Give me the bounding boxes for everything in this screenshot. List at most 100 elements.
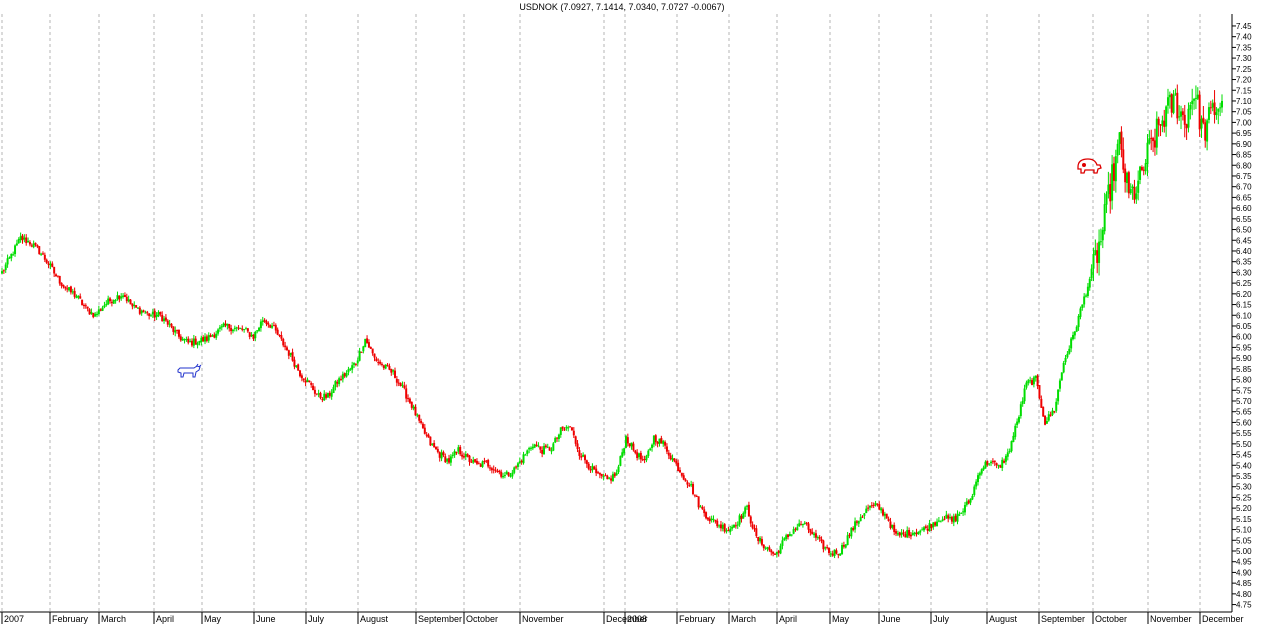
candle-body	[1094, 250, 1097, 255]
candle	[572, 427, 575, 438]
candle	[1221, 94, 1223, 113]
candle	[557, 433, 560, 442]
candle	[619, 455, 622, 467]
candle-body	[23, 237, 26, 240]
candle	[719, 520, 722, 532]
chart-title: USDNOK (7.0927, 7.1414, 7.0340, 7.0727 -…	[519, 2, 724, 12]
candle	[528, 446, 531, 454]
candle-body	[528, 448, 531, 450]
candle-body	[1120, 131, 1123, 150]
candle-body	[805, 522, 808, 524]
candle	[507, 471, 510, 477]
candle-body	[891, 524, 894, 528]
candle	[820, 536, 823, 544]
candle	[829, 550, 832, 558]
candle-body	[943, 518, 946, 520]
candle	[1124, 163, 1127, 193]
candle	[1116, 139, 1119, 164]
candle-body	[449, 456, 452, 463]
candle-body	[10, 253, 13, 259]
candle-body	[543, 446, 546, 455]
candle-body	[1202, 117, 1205, 123]
candle	[1200, 115, 1203, 138]
candle-body	[574, 436, 577, 444]
candle-body	[28, 241, 31, 245]
candle-body	[407, 398, 410, 400]
candle-body	[902, 532, 905, 534]
candle-body	[364, 338, 367, 348]
candle-body	[559, 427, 562, 435]
candle-body	[1146, 142, 1149, 164]
candle	[339, 375, 342, 381]
candle-body	[138, 307, 141, 314]
candle-body	[1215, 112, 1218, 116]
candle	[218, 324, 221, 332]
candle-body	[1148, 138, 1151, 144]
candle	[1133, 179, 1136, 204]
candle	[1092, 247, 1095, 282]
candle	[291, 348, 294, 362]
candle	[833, 549, 836, 559]
candle-body	[166, 320, 169, 325]
candle-body	[611, 474, 614, 482]
candle	[561, 426, 564, 432]
candle-body	[1075, 326, 1078, 332]
price-tick-label: 6.60	[1236, 204, 1252, 213]
candle	[1008, 448, 1011, 454]
candle-body	[30, 245, 33, 247]
candle-body	[69, 286, 72, 293]
candle-body	[749, 516, 752, 524]
candle	[800, 520, 803, 526]
candle	[623, 447, 626, 456]
candle	[69, 285, 72, 295]
candle-body	[509, 475, 512, 477]
candle	[38, 246, 41, 255]
candle	[787, 534, 790, 540]
candle	[1174, 88, 1177, 96]
candle	[1129, 183, 1132, 195]
candle-body	[816, 537, 819, 539]
candle	[1194, 85, 1197, 110]
candle-body	[448, 458, 451, 463]
candle	[187, 336, 190, 345]
candle-body	[703, 509, 706, 514]
candle-body	[1096, 250, 1099, 263]
candle	[60, 282, 63, 289]
month-label: 2008	[627, 614, 647, 624]
candle	[945, 510, 948, 519]
candle	[138, 306, 141, 316]
candle-body	[194, 338, 197, 345]
candle	[867, 504, 870, 512]
candle-body	[921, 529, 924, 531]
price-tick-label: 5.05	[1236, 536, 1252, 545]
bull-icon	[177, 363, 202, 378]
candle	[855, 519, 858, 526]
candle	[552, 441, 555, 452]
candle-body	[990, 461, 993, 464]
candle	[693, 494, 696, 498]
candle-body	[813, 533, 816, 536]
candle-body	[867, 507, 870, 509]
candle	[369, 346, 372, 349]
candle-body	[494, 469, 497, 471]
candle-body	[284, 345, 287, 348]
candle-body	[120, 296, 123, 299]
candle	[384, 364, 387, 370]
candle-body	[878, 504, 881, 510]
candle	[179, 334, 182, 342]
candle-body	[656, 442, 659, 444]
candle-body	[95, 313, 98, 315]
candle	[21, 234, 24, 244]
candle	[382, 364, 385, 370]
candle-body	[827, 547, 830, 554]
candle	[228, 323, 231, 332]
candle	[695, 494, 698, 497]
candle-body	[507, 472, 510, 476]
candle-body	[882, 509, 885, 516]
candle	[878, 501, 881, 511]
candle	[667, 449, 670, 460]
candle-body	[706, 517, 709, 520]
price-tick-label: 6.90	[1236, 140, 1252, 149]
candle	[408, 397, 411, 404]
